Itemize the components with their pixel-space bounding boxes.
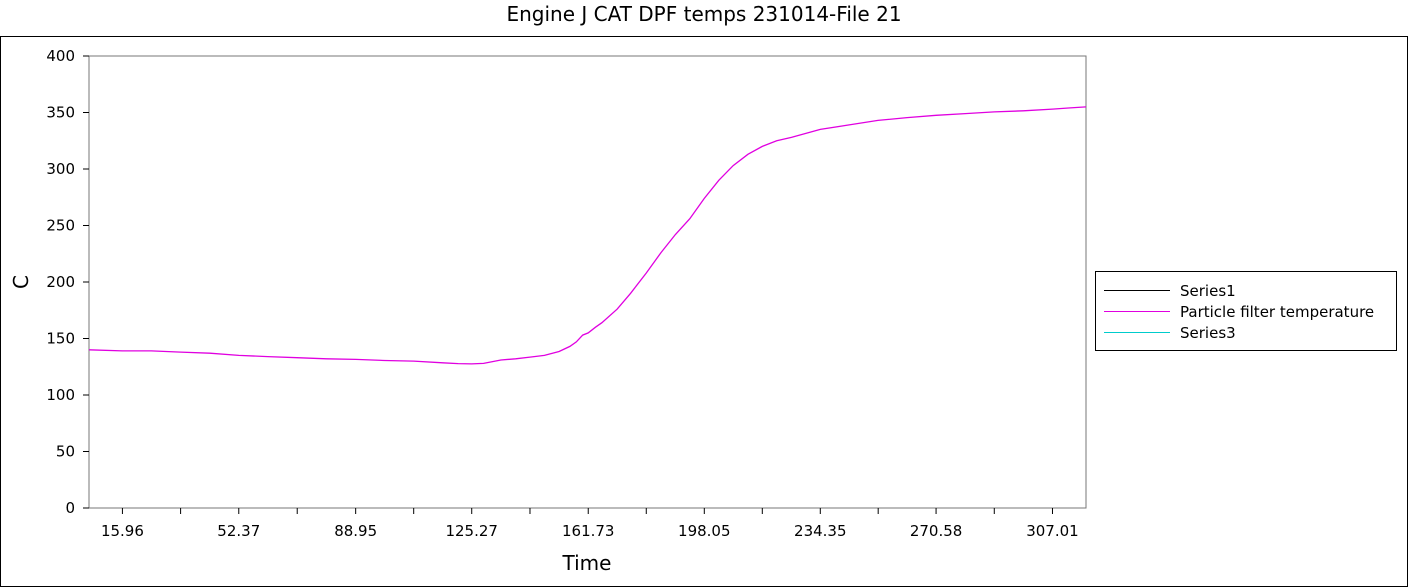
legend-item: Particle filter temperature bbox=[1096, 301, 1396, 322]
x-tick-label: 88.95 bbox=[334, 522, 377, 540]
y-tick-label: 200 bbox=[46, 273, 75, 291]
series-line-1 bbox=[88, 106, 1087, 365]
legend-swatch bbox=[1104, 311, 1170, 312]
x-tick-label: 198.05 bbox=[678, 522, 731, 540]
legend-label: Particle filter temperature bbox=[1180, 302, 1375, 321]
y-tick-label: 400 bbox=[46, 47, 75, 65]
x-axis-title: Time bbox=[562, 551, 612, 575]
chart-legend: Series1 Particle filter temperature Series… bbox=[1095, 271, 1397, 351]
y-tick-label: 100 bbox=[46, 386, 75, 404]
y-tick-label: 250 bbox=[46, 217, 75, 235]
y-tick-label: 300 bbox=[46, 160, 75, 178]
x-tick-label: 270.58 bbox=[910, 522, 963, 540]
y-tick-label: 0 bbox=[65, 499, 75, 517]
y-tick-label: 150 bbox=[46, 330, 75, 348]
x-axis-ticks: 15.96 52.37 88.95 125.27 161.73 198.05 234.35 2… bbox=[101, 508, 1079, 540]
legend-item: Series3 bbox=[1096, 322, 1396, 343]
x-tick-label: 52.37 bbox=[217, 522, 260, 540]
y-tick-label: 350 bbox=[46, 104, 75, 122]
legend-label: Series3 bbox=[1180, 323, 1236, 342]
legend-swatch bbox=[1104, 290, 1170, 291]
x-tick-label: 125.27 bbox=[445, 522, 498, 540]
y-axis-title: C bbox=[9, 275, 33, 289]
y-tick-label: 50 bbox=[56, 443, 75, 461]
x-tick-label: 15.96 bbox=[101, 522, 144, 540]
x-tick-label: 307.01 bbox=[1026, 522, 1079, 540]
x-tick-label: 234.35 bbox=[794, 522, 847, 540]
chart-title: Engine J CAT DPF temps 231014-File 21 bbox=[506, 2, 902, 26]
legend-swatch bbox=[1104, 332, 1170, 333]
x-tick-label: 161.73 bbox=[562, 522, 615, 540]
legend-item: Series1 bbox=[1096, 280, 1396, 301]
y-axis-ticks: 0 50 100 150 200 250 300 350 400 bbox=[46, 47, 89, 517]
series-lines bbox=[88, 106, 1087, 365]
legend-label: Series1 bbox=[1180, 281, 1236, 300]
plot-area bbox=[88, 55, 1087, 509]
